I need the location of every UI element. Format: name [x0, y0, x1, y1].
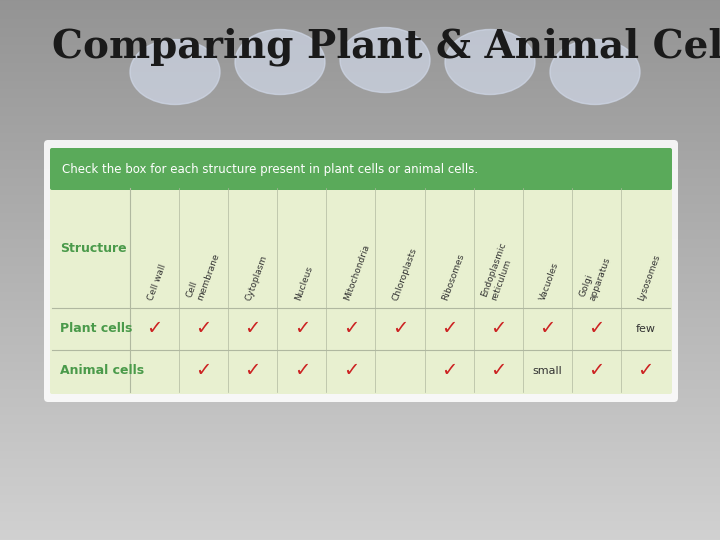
- Text: Cell wall: Cell wall: [146, 263, 168, 302]
- Text: ✓: ✓: [441, 320, 457, 339]
- Text: Check the box for each structure present in plant cells or animal cells.: Check the box for each structure present…: [62, 163, 478, 176]
- Text: small: small: [532, 366, 562, 376]
- Text: ✓: ✓: [392, 320, 408, 339]
- Ellipse shape: [235, 30, 325, 94]
- Text: ✓: ✓: [588, 320, 605, 339]
- Text: Animal cells: Animal cells: [60, 364, 144, 377]
- FancyBboxPatch shape: [50, 148, 672, 190]
- Text: Ribosomes: Ribosomes: [441, 253, 466, 302]
- Text: Comparing Plant & Animal Cells: Comparing Plant & Animal Cells: [52, 28, 720, 66]
- Text: Structure: Structure: [60, 241, 127, 254]
- Text: ✓: ✓: [245, 361, 261, 381]
- Ellipse shape: [130, 39, 220, 105]
- Text: ✓: ✓: [245, 320, 261, 339]
- Text: ✓: ✓: [294, 320, 310, 339]
- Text: ✓: ✓: [588, 361, 605, 381]
- Text: ✓: ✓: [539, 320, 555, 339]
- Text: Cytoplasm: Cytoplasm: [244, 254, 269, 302]
- Text: Cell
membrane: Cell membrane: [186, 249, 220, 302]
- Text: ✓: ✓: [637, 361, 654, 381]
- Text: ✓: ✓: [146, 320, 163, 339]
- Text: ✓: ✓: [294, 361, 310, 381]
- FancyBboxPatch shape: [44, 140, 678, 402]
- Text: ✓: ✓: [490, 320, 506, 339]
- Text: ✓: ✓: [441, 361, 457, 381]
- Text: Nucleus: Nucleus: [293, 265, 314, 302]
- Text: few: few: [636, 324, 655, 334]
- Text: ✓: ✓: [490, 361, 506, 381]
- Text: Vacuoles: Vacuoles: [539, 261, 561, 302]
- Text: ✓: ✓: [195, 361, 212, 381]
- Ellipse shape: [550, 39, 640, 105]
- Ellipse shape: [445, 30, 535, 94]
- Text: Lysosomes: Lysosomes: [637, 253, 662, 302]
- Text: Chloroplasts: Chloroplasts: [392, 246, 419, 302]
- Text: Golgi
apparatus: Golgi apparatus: [578, 252, 612, 302]
- Text: Endoplasmic
reticulum: Endoplasmic reticulum: [480, 241, 518, 302]
- Text: Plant cells: Plant cells: [60, 322, 132, 335]
- Text: ✓: ✓: [195, 320, 212, 339]
- Ellipse shape: [340, 28, 430, 92]
- Text: Mitochondria: Mitochondria: [343, 244, 371, 302]
- Text: ✓: ✓: [343, 320, 359, 339]
- FancyBboxPatch shape: [50, 148, 672, 394]
- Text: ✓: ✓: [343, 361, 359, 381]
